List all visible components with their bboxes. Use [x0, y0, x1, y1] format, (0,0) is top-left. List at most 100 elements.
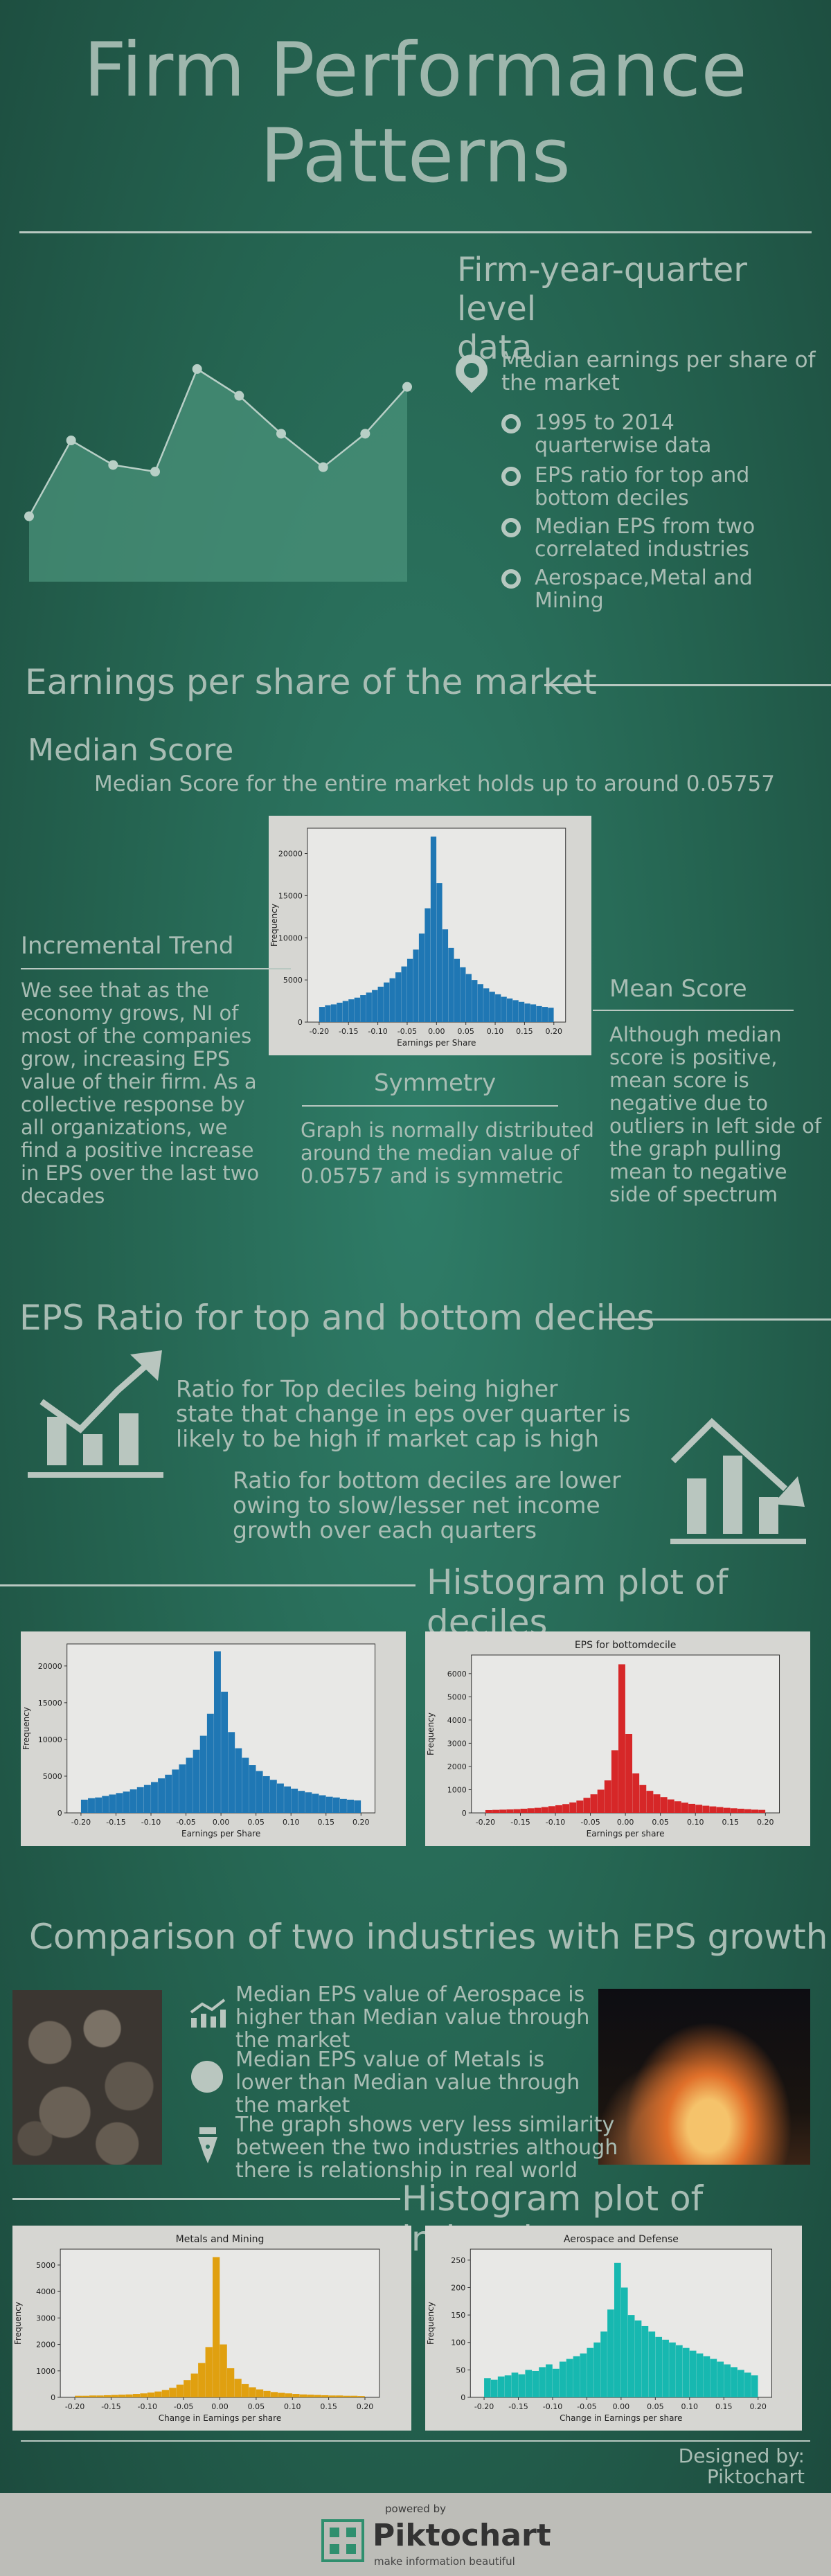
text-line: decades	[21, 1184, 105, 1208]
text-line: value of their firm. As a	[21, 1070, 257, 1093]
x-tick-label: -0.05	[577, 2402, 596, 2411]
bullet-ring-icon	[501, 414, 521, 433]
histogram-bar	[276, 1783, 284, 1813]
y-tick-label: 2000	[36, 2341, 55, 2350]
histogram-bar	[513, 1809, 521, 1813]
histogram-bar	[597, 1789, 605, 1813]
histogram-bar	[485, 1809, 492, 1813]
y-axis-label: Frequency	[13, 2302, 23, 2345]
powered-by-label: powered by	[385, 2503, 446, 2515]
y-axis-label: Frequency	[269, 904, 279, 947]
area-chart-point	[150, 467, 160, 477]
histogram-bar	[165, 1774, 172, 1813]
y-tick-label: 0	[57, 1809, 62, 1818]
histogram-bar	[730, 1808, 738, 1813]
circle-icon	[191, 2061, 223, 2093]
histogram-bar	[82, 2395, 89, 2397]
intro-bullet: Median EPS from two correlated industrie…	[535, 515, 755, 561]
histogram-bar	[321, 2395, 329, 2397]
histogram-bar	[151, 1782, 158, 1813]
y-tick-label: 5000	[283, 976, 303, 985]
histogram-bar	[593, 2342, 601, 2397]
histogram-bar	[681, 1803, 688, 1813]
x-tick-label: -0.15	[339, 1027, 358, 1036]
text-line: there is relationship in real world	[235, 2158, 578, 2183]
histogram-bar	[625, 1734, 633, 1813]
histogram-bar	[569, 1802, 577, 1813]
y-tick-label: 100	[451, 2338, 465, 2347]
text-line: The graph shows very less similarity	[235, 2113, 615, 2137]
histogram-bar	[634, 2320, 642, 2397]
piktochart-brand[interactable]: Piktochart	[373, 2518, 551, 2553]
histogram-bar	[682, 2347, 690, 2397]
histogram-bar	[527, 1808, 535, 1813]
histogram-bar	[484, 2378, 491, 2397]
text-line: Ratio for bottom deciles are lower	[233, 1467, 621, 1494]
x-tick-label: 0.20	[757, 1818, 774, 1827]
chart-title: Metals and Mining	[176, 2234, 265, 2245]
y-tick-label: 20000	[38, 1662, 62, 1671]
area-chart-point	[276, 429, 286, 439]
histogram-bar	[676, 2345, 683, 2397]
histogram-bar	[489, 992, 495, 1022]
x-tick-label: -0.15	[508, 2402, 528, 2411]
histogram-bar	[604, 1780, 611, 1813]
area-chart-point	[66, 436, 76, 445]
y-tick-label: 1000	[447, 1785, 467, 1794]
text-line: the graph pulling	[609, 1137, 782, 1161]
y-tick-label: 15000	[38, 1699, 62, 1708]
histogram-bar	[710, 2359, 717, 2397]
histogram-bar	[75, 2395, 82, 2397]
histogram-bar	[430, 837, 437, 1022]
y-tick-label: 2000	[447, 1762, 467, 1771]
histogram-bar	[140, 2393, 148, 2397]
histogram-bar	[213, 2257, 220, 2397]
histogram-bar	[348, 999, 355, 1022]
bullet-line-2: quarterwise data	[535, 433, 712, 458]
text-line: around the median value of	[301, 1141, 580, 1165]
text-line: Median EPS value of Metals is	[235, 2048, 545, 2072]
histogram-bar	[497, 2376, 505, 2397]
similarity-point: The graph shows very less similarity bet…	[235, 2113, 618, 2182]
histogram-bar	[542, 1007, 548, 1022]
histogram-bar	[738, 2370, 744, 2397]
histogram-bar	[312, 1794, 319, 1813]
x-tick-label: -0.10	[543, 2402, 562, 2411]
histogram-bar	[702, 1805, 710, 1813]
histogram-bar	[262, 1776, 270, 1813]
histogram-bar	[472, 980, 478, 1022]
x-tick-label: -0.20	[65, 2402, 84, 2411]
y-tick-label: 50	[456, 2365, 465, 2374]
footer-band	[0, 2493, 831, 2576]
x-tick-label: 0.15	[318, 1818, 335, 1827]
histogram-bar	[724, 2364, 731, 2397]
x-tick-label: 0.00	[428, 1027, 445, 1036]
histogram-bar	[406, 958, 413, 1022]
top-deciles-text: Ratio for Top deciles being higher state…	[176, 1377, 630, 1451]
histogram-bar	[161, 2390, 170, 2397]
histogram-bar	[536, 1005, 542, 1022]
histogram-bar	[520, 1808, 528, 1813]
y-tick-label: 15000	[278, 891, 303, 900]
growth-chart-icon	[190, 1998, 226, 2028]
histogram-bar	[234, 2379, 242, 2397]
histogram-bar	[228, 1732, 235, 1813]
intro-heading: Firm-year-quarter level data	[457, 251, 831, 367]
histogram-bar	[328, 2395, 336, 2397]
histogram-bar	[299, 2394, 307, 2397]
y-tick-label: 10000	[38, 1735, 62, 1744]
area-chart-line	[28, 368, 408, 517]
histogram-bar	[111, 2395, 118, 2397]
histogram-bar	[548, 1806, 555, 1813]
x-tick-label: -0.05	[397, 1027, 417, 1036]
x-tick-label: 0.00	[613, 2402, 630, 2411]
histogram-bar	[751, 2375, 758, 2397]
histogram-bar	[147, 2392, 155, 2397]
main-point-line-2: the market	[501, 370, 620, 395]
histogram-bar	[660, 1797, 668, 1813]
histogram-bar	[342, 1001, 349, 1022]
histogram-bar	[103, 2395, 111, 2397]
text-line: Although median	[609, 1023, 782, 1046]
histogram-bar	[292, 2394, 300, 2397]
histogram-bar	[80, 1799, 88, 1813]
